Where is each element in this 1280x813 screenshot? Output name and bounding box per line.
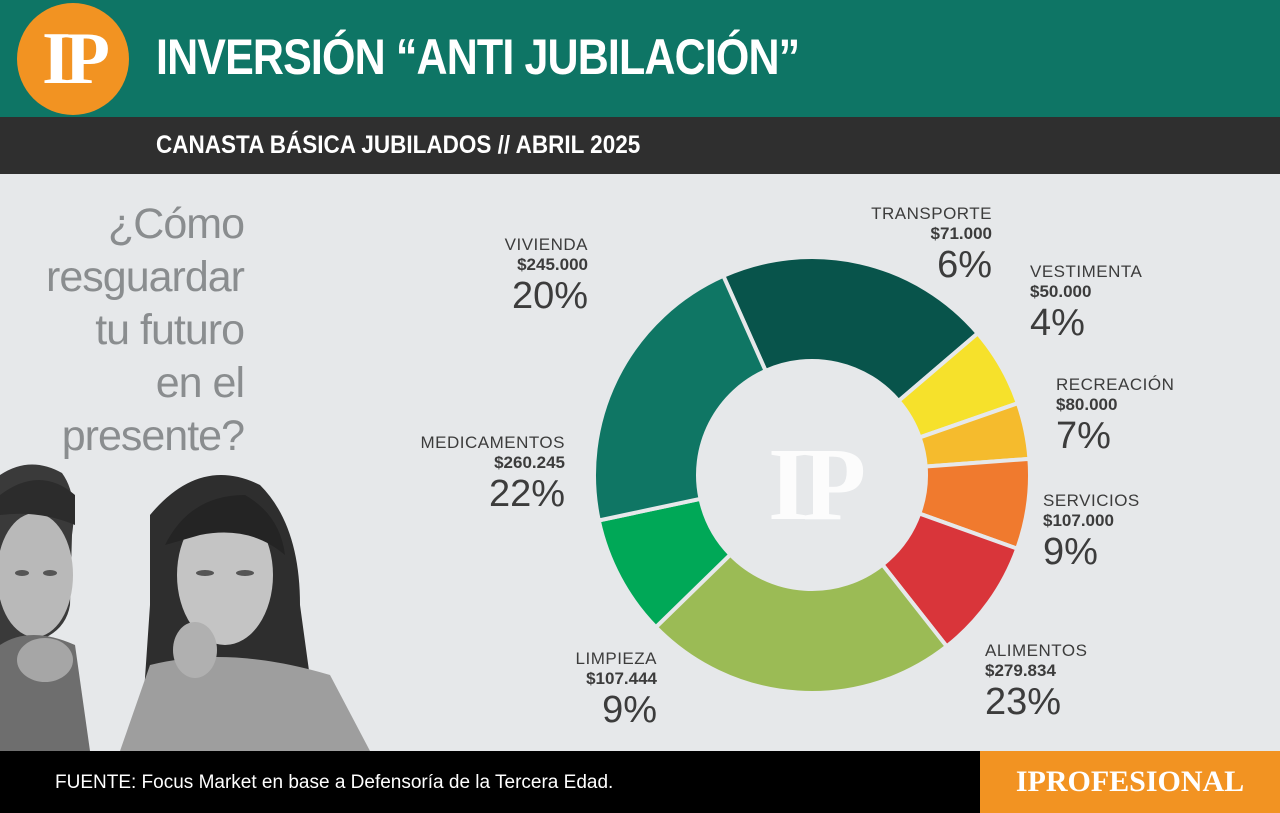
slice-vivienda (720, 255, 981, 404)
slice-name: VESTIMENTA (1030, 262, 1143, 281)
page-title: INVERSIÓN “ANTI JUBILACIÓN” (156, 29, 800, 85)
slice-name: LIMPIEZA (575, 649, 657, 668)
label-transporte: TRANSPORTE $71.000 6% (871, 204, 992, 286)
slice-amount: $107.444 (586, 669, 657, 688)
center-watermark: IP (768, 427, 866, 542)
slice-amount: $50.000 (1030, 282, 1092, 301)
subtitle-bar (0, 117, 1280, 174)
brand-logo: IPROFESIONAL (980, 751, 1280, 813)
question-line: tu futuro (95, 306, 245, 354)
slice-name: MEDICAMENTOS (420, 433, 565, 452)
slice-percent: 6% (937, 244, 992, 286)
slice-amount: $107.000 (1043, 511, 1114, 530)
slice-name: TRANSPORTE (871, 204, 992, 223)
label-servicios: SERVICIOS $107.000 9% (1043, 491, 1140, 573)
label-medicamentos: MEDICAMENTOS $260.245 22% (420, 433, 565, 515)
slice-name: VIVIENDA (504, 235, 588, 254)
slice-amount: $245.000 (517, 255, 588, 274)
slice-name: ALIMENTOS (985, 641, 1088, 660)
slice-percent: 9% (1043, 531, 1098, 573)
slice-percent: 4% (1030, 302, 1085, 344)
ip-logo: IP (17, 3, 129, 115)
slice-amount: $260.245 (494, 453, 565, 472)
label-vestimenta: VESTIMENTA $50.000 4% (1030, 262, 1142, 344)
question-line: en el (155, 359, 245, 407)
slice-alimentos (653, 551, 950, 695)
people-photo (0, 464, 370, 751)
question-line: resguardar (46, 253, 245, 301)
header-bar (0, 0, 1280, 117)
question-line: presente? (61, 412, 245, 460)
slice-percent: 20% (511, 275, 588, 317)
slice-medicamentos (592, 273, 769, 523)
label-limpieza: LIMPIEZA $107.444 9% (576, 649, 657, 731)
question-text: ¿Cómo resguardar tu futuro en el present… (0, 198, 245, 463)
label-vivienda: VIVIENDA $245.000 20% (505, 235, 588, 317)
source-note: FUENTE: Focus Market en base a Defensorí… (55, 772, 614, 793)
slice-amount: $80.000 (1056, 395, 1118, 414)
slice-percent: 9% (602, 689, 657, 731)
slice-amount: $279.834 (985, 661, 1056, 680)
slice-amount: $71.000 (930, 224, 992, 243)
question-line: ¿Cómo (108, 200, 245, 248)
page-subtitle: CANASTA BÁSICA JUBILADOS // ABRIL 2025 (156, 131, 641, 159)
label-recreacion: RECREACIÓN $80.000 7% (1056, 375, 1174, 457)
label-alimentos: ALIMENTOS $279.834 23% (985, 641, 1087, 723)
slice-name: RECREACIÓN (1056, 375, 1175, 394)
donut-hole (700, 363, 924, 587)
slice-name: SERVICIOS (1043, 491, 1140, 510)
slice-percent: 22% (488, 473, 565, 515)
slice-percent: 7% (1056, 415, 1111, 457)
slice-percent: 23% (985, 681, 1062, 723)
